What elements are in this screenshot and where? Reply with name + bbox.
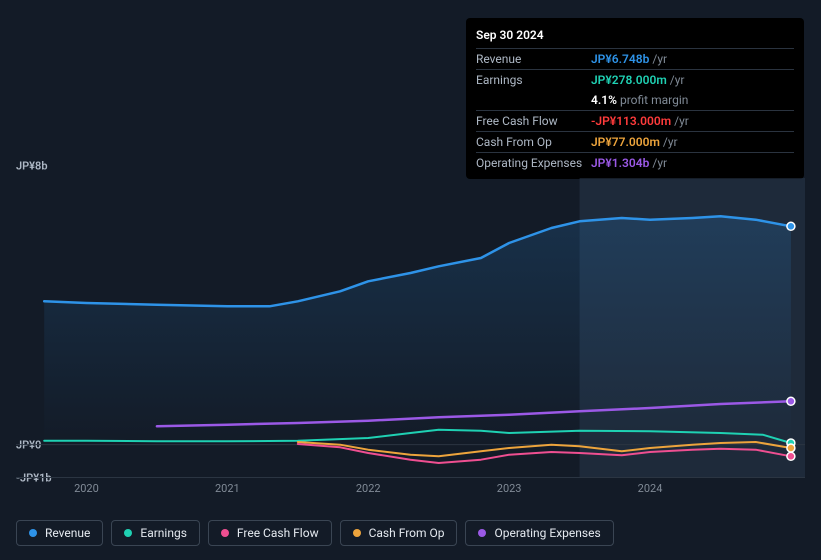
tooltip-date: Sep 30 2024 xyxy=(476,24,794,48)
tooltip-metric-label: Revenue xyxy=(476,50,591,68)
legend-item[interactable]: Revenue xyxy=(16,520,103,546)
series-end-marker-fcf xyxy=(787,452,795,460)
tooltip-metric-suffix: /yr xyxy=(674,112,689,130)
tooltip-row: RevenueJP¥6.748b/yr xyxy=(476,48,794,69)
tooltip-metric-suffix: /yr xyxy=(663,133,678,151)
series-end-marker-cfo xyxy=(787,444,795,452)
legend-label: Operating Expenses xyxy=(494,526,600,540)
tooltip-row: Cash From OpJP¥77.000m/yr xyxy=(476,131,794,152)
x-axis-tick: 2022 xyxy=(356,482,381,495)
chart-legend: Revenue Earnings Free Cash Flow Cash From O… xyxy=(16,520,614,546)
legend-label: Cash From Op xyxy=(369,526,445,540)
y-axis-label: JP¥8b xyxy=(16,160,48,173)
legend-label: Earnings xyxy=(140,526,187,540)
x-axis-tick: 2020 xyxy=(74,482,99,495)
tooltip-metric-value: JP¥77.000m xyxy=(591,133,660,151)
data-tooltip: Sep 30 2024RevenueJP¥6.748b/yrEarningsJP… xyxy=(466,18,804,179)
tooltip-subrow: 4.1% profit margin xyxy=(476,90,794,110)
legend-dot-icon xyxy=(353,529,361,537)
tooltip-row: Free Cash Flow-JP¥113.000m/yr xyxy=(476,110,794,131)
x-axis-tick: 2023 xyxy=(497,482,522,495)
x-axis-tick: 2024 xyxy=(638,482,663,495)
tooltip-metric-label: Free Cash Flow xyxy=(476,112,591,130)
series-end-marker-revenue xyxy=(787,222,795,230)
legend-dot-icon xyxy=(221,529,229,537)
chart-area: JP¥8bJP¥0-JP¥1b xyxy=(16,160,805,480)
x-axis: 2020 2021 2022 2023 2024 xyxy=(16,482,805,502)
legend-item[interactable]: Earnings xyxy=(111,520,200,546)
tooltip-metric-value: JP¥6.748b xyxy=(591,50,649,68)
legend-item[interactable]: Free Cash Flow xyxy=(208,520,332,546)
tooltip-subsuffix: profit margin xyxy=(620,91,688,109)
tooltip-row: EarningsJP¥278.000m/yr xyxy=(476,69,794,90)
series-end-marker-opex xyxy=(787,397,795,405)
legend-label: Free Cash Flow xyxy=(237,526,319,540)
tooltip-metric-suffix: /yr xyxy=(670,71,685,89)
chart-plot[interactable] xyxy=(16,178,805,478)
tooltip-metric-label: Earnings xyxy=(476,71,591,89)
legend-dot-icon xyxy=(124,529,132,537)
tooltip-metric-suffix: /yr xyxy=(652,50,667,68)
legend-dot-icon xyxy=(478,529,486,537)
tooltip-metric-value: -JP¥113.000m xyxy=(591,112,671,130)
legend-item[interactable]: Operating Expenses xyxy=(465,520,613,546)
tooltip-metric-value: JP¥278.000m xyxy=(591,71,667,89)
legend-label: Revenue xyxy=(45,526,90,540)
tooltip-subvalue: 4.1% xyxy=(591,91,617,109)
x-axis-tick: 2021 xyxy=(215,482,240,495)
legend-dot-icon xyxy=(29,529,37,537)
legend-item[interactable]: Cash From Op xyxy=(340,520,458,546)
series-area-revenue xyxy=(44,216,791,444)
tooltip-metric-label: Cash From Op xyxy=(476,133,591,151)
